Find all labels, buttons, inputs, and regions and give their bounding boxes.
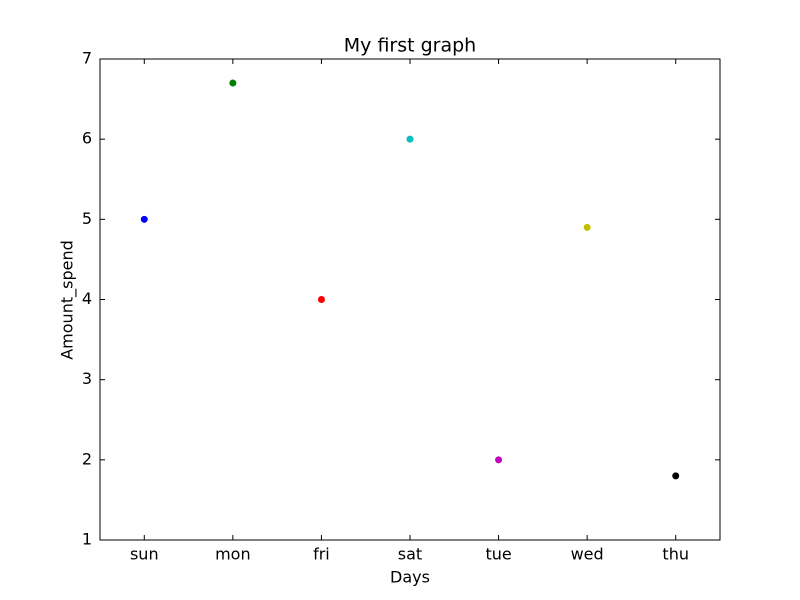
y-tick-label: 4 bbox=[82, 289, 92, 308]
y-tick-label: 1 bbox=[82, 530, 92, 549]
x-tick-label: thu bbox=[662, 545, 689, 564]
x-tick-label: sun bbox=[130, 545, 159, 564]
point bbox=[140, 215, 148, 223]
x-tick-label: tue bbox=[485, 545, 511, 564]
y-tick-label: 5 bbox=[82, 209, 92, 228]
chart-title: My first graph bbox=[344, 35, 476, 57]
x-tick-label: mon bbox=[215, 545, 251, 564]
y-tick-label: 6 bbox=[82, 129, 92, 148]
point bbox=[672, 472, 680, 480]
y-tick-label: 3 bbox=[82, 369, 92, 388]
x-tick-label: wed bbox=[571, 545, 604, 564]
x-tick-label: sat bbox=[398, 545, 422, 564]
point bbox=[229, 79, 237, 87]
y-tick-label: 7 bbox=[82, 49, 92, 68]
y-tick-label: 2 bbox=[82, 449, 92, 468]
x-tick-label: fri bbox=[313, 545, 330, 564]
point bbox=[406, 135, 414, 143]
point bbox=[495, 456, 503, 464]
y-axis-label: Amount_spend bbox=[58, 240, 78, 360]
point bbox=[583, 223, 591, 231]
point bbox=[317, 296, 325, 303]
x-axis-label: Days bbox=[390, 568, 430, 587]
plot-frame bbox=[99, 58, 721, 541]
